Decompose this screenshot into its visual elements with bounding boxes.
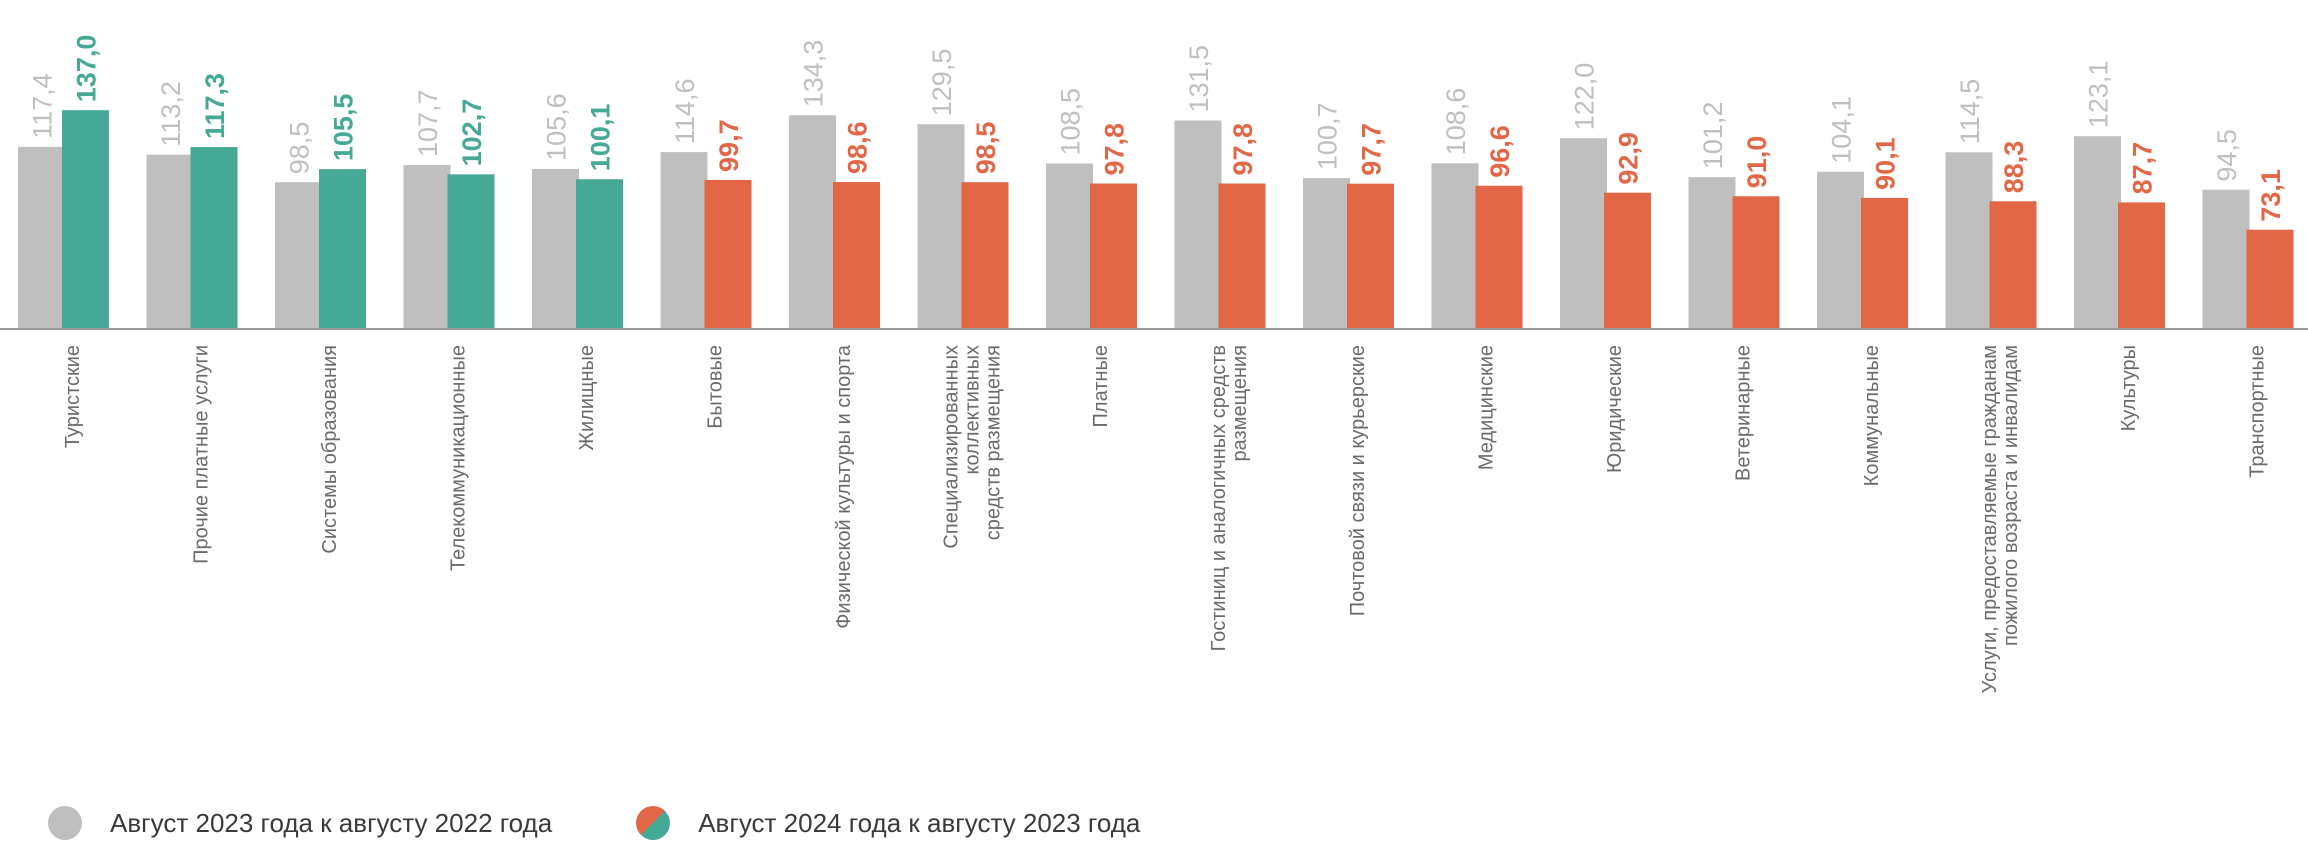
data-label-curr: 92,9 [1614,132,1644,185]
bar-chart: 117,4 137,0 Туристские 113,2 117,3 Прочие пла… [0,35,2308,693]
category-label: Культуры [2118,345,2140,431]
bar-prev [660,152,708,329]
category-label: Бытовые [705,345,727,429]
bar-curr [1989,201,2037,329]
bar-curr [1861,197,1908,329]
category-label: Коммунальные [1861,345,1883,486]
category-label: Физической культуры и спорта [833,344,855,629]
data-label-prev: 107,7 [413,89,443,157]
data-label-curr: 98,5 [971,122,1001,175]
category-label: Почтовой связи и курьерские [1347,345,1369,616]
bar-curr [1218,183,1266,329]
category-label: Телекоммуникационные [448,345,470,571]
bar-prev [1046,163,1093,329]
bar-curr [1347,183,1394,329]
legend-label-prev: Август 2023 года к августу 2022 года [110,807,553,838]
bar-curr [704,179,752,329]
category-label: Услуги, предоставляемые гражданампожилог… [1979,345,2022,693]
data-label-prev: 105,6 [542,93,572,161]
bar-curr [319,169,366,329]
data-label-prev: 100,7 [1313,103,1343,171]
bar-curr [1732,196,1780,329]
bar-curr [1475,185,1523,329]
bar-prev [532,168,579,329]
data-label-prev: 94,5 [2212,129,2242,182]
data-label-curr: 87,7 [2128,142,2158,195]
data-label-prev: 122,0 [1570,63,1600,131]
bar-curr [961,182,1009,329]
data-label-curr: 90,1 [1871,137,1901,190]
category-label: Прочие платные услуги [191,345,213,564]
bar-prev [275,182,322,329]
data-label-curr: 97,7 [1357,123,1387,176]
bar-prev [1817,171,1864,329]
bar-curr [1090,183,1137,329]
data-label-curr: 91,0 [1742,136,1772,189]
category-label: Транспортные [2247,345,2269,478]
bar-curr [447,174,495,329]
data-label-prev: 98,5 [285,122,315,175]
legend-swatch-prev [48,806,82,840]
data-label-curr: 100,1 [586,104,616,172]
legend: Август 2023 года к августу 2022 года Авг… [48,805,1224,841]
legend-item-curr: Август 2024 года к августу 2023 года [636,806,1140,840]
bar-prev [917,124,965,329]
data-label-prev: 114,6 [670,79,700,145]
data-label-curr: 97,8 [1228,123,1258,176]
category-label: Платные [1090,345,1112,427]
data-label-curr: 105,5 [329,94,359,162]
category-label: Юридические [1604,345,1626,473]
data-label-curr: 88,3 [1999,141,2029,194]
bar-prev [1303,178,1350,329]
data-label-prev: 123,1 [2084,61,2114,129]
category-label: Системы образования [319,345,341,554]
data-label-prev: 129,5 [927,49,957,117]
legend-item-prev: Август 2023 года к августу 2022 года [48,806,552,840]
bar-prev [2202,189,2250,329]
data-label-prev: 104,1 [1827,96,1857,164]
data-label-prev: 114,5 [1955,79,1985,145]
bar-prev [789,115,836,329]
data-label-curr: 137,0 [72,35,102,103]
data-label-prev: 108,6 [1441,88,1471,156]
bar-prev [1431,163,1479,329]
bar-prev [1688,177,1736,329]
bar-prev [146,154,194,329]
bar-prev [1560,138,1607,329]
data-label-curr: 97,8 [1100,123,1130,176]
data-label-prev: 113,2 [156,81,186,147]
bar-curr [2246,229,2294,329]
bar-curr [1604,192,1651,329]
data-label-curr: 99,7 [714,119,744,172]
data-label-prev: 117,4 [28,73,58,139]
category-label: Туристские [62,345,84,448]
bar-prev [1174,120,1222,330]
data-label-curr: 96,6 [1485,125,1515,178]
category-label: Медицинские [1476,345,1498,470]
legend-swatch-curr [636,806,671,840]
data-label-curr: 102,7 [457,99,487,167]
data-label-prev: 134,3 [799,40,829,108]
data-label-curr: 117,3 [200,73,230,139]
bar-curr [2118,202,2165,329]
data-label-curr: 73,1 [2256,169,2286,222]
data-label-prev: 108,5 [1056,88,1086,156]
category-label: Ветеринарные [1733,345,1755,481]
category-label: Гостиниц и аналогичных средствразмещения [1208,345,1251,651]
bar-curr [576,179,623,329]
bar-prev [2074,136,2121,329]
bar-prev [1945,152,1993,329]
category-label: Жилищные [576,345,598,450]
legend-label-curr: Август 2024 года к августу 2023 года [698,807,1141,838]
bar-curr [833,182,880,329]
category-label: Специализированныхколлективныхсредств ра… [941,345,1005,549]
data-label-prev: 131,5 [1184,45,1214,113]
data-label-curr: 98,6 [843,121,873,174]
bar-prev [18,146,65,329]
data-label-prev: 101,2 [1698,102,1728,170]
bar-curr [190,147,238,329]
bar-curr [62,110,109,330]
bar-prev [403,165,451,329]
